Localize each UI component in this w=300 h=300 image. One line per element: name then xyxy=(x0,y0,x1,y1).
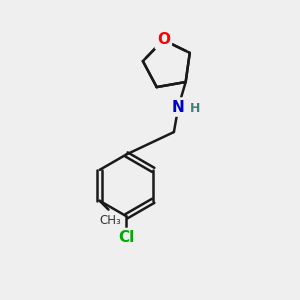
Text: H: H xyxy=(190,102,200,115)
Text: N: N xyxy=(172,100,185,115)
Text: Cl: Cl xyxy=(118,230,135,245)
Text: CH₃: CH₃ xyxy=(99,214,121,227)
Text: O: O xyxy=(157,32,170,47)
